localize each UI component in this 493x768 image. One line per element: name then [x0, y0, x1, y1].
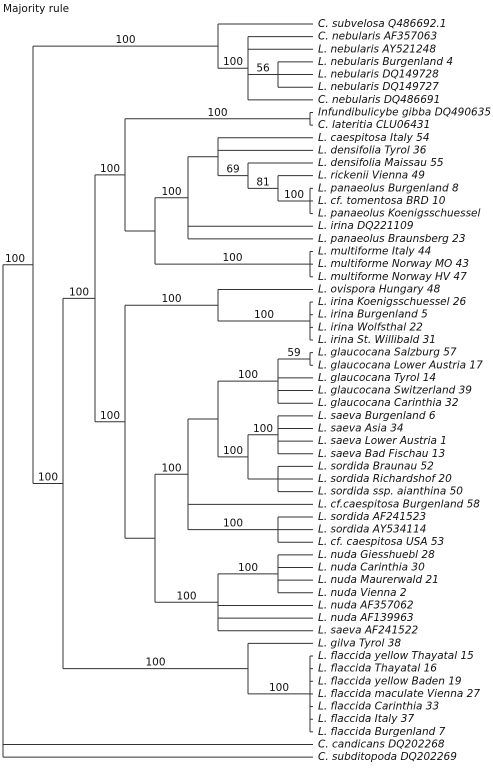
taxon-label: L. ovispora Hungary 48 [318, 283, 441, 295]
support-value: 100 [222, 252, 242, 264]
taxon-label: L. flaccida yellow Baden 19 [318, 675, 462, 687]
taxon-label: L. saeva Bad Fischau 13 [318, 448, 445, 460]
taxon-label: L. flaccida Italy 37 [318, 713, 414, 725]
taxon-label: L. sordida Braunau 52 [318, 460, 434, 472]
support-value: 100 [161, 293, 181, 305]
taxon-label: L. panaeolus Burgenland 8 [318, 182, 459, 194]
taxon-label: L. nuda AF139963 [318, 612, 414, 624]
taxon-label: L. flaccida Burgenland 7 [318, 726, 446, 738]
taxon-label: L. nuda Giesshuebl 28 [318, 549, 435, 561]
taxon-label: L. flaccida Carinthia 33 [318, 701, 439, 713]
taxon-label: L. irina St. Willibald 31 [318, 334, 436, 346]
taxon-label: L. nebularis DQ149727 [318, 81, 439, 93]
taxon-label: L. caespitosa Italy 54 [318, 132, 430, 144]
support-value: 56 [256, 63, 270, 75]
support-value: 100 [5, 253, 25, 265]
taxon-label: L. cf. caespitosa USA 53 [318, 536, 444, 548]
support-value: 100 [253, 423, 273, 435]
taxon-label: L. flaccida maculate Vienna 27 [318, 688, 480, 700]
taxon-label: L. irina DQ221109 [318, 220, 414, 232]
support-value: 100 [223, 518, 243, 530]
taxon-label: L. sordida Richardshof 20 [318, 473, 452, 485]
taxon-label: L. sordida AF241523 [318, 511, 426, 523]
support-value: 100 [115, 34, 135, 46]
support-value: 100 [254, 309, 274, 321]
taxon-label: L. multiforme Norway MO 43 [318, 258, 469, 270]
taxon-label: L. cf.caespitosa Burgenland 58 [318, 498, 480, 510]
taxon-label: L. irina Burgenland 5 [318, 309, 428, 321]
taxon-label: C. subvelosa Q486692.1 [318, 18, 446, 30]
support-value: 81 [256, 176, 269, 188]
taxon-label: C. lateritia CLU06431 [318, 119, 430, 131]
support-value: 100 [38, 471, 58, 483]
taxon-label: L. nuda Maurerwald 21 [318, 574, 439, 586]
support-value: 100 [161, 462, 181, 474]
taxon-label: C. subditopoda DQ202269 [318, 751, 457, 763]
support-value: 59 [287, 347, 300, 359]
support-value: 100 [207, 107, 227, 119]
taxon-label: L. panaeolus Braunsberg 23 [318, 233, 466, 245]
taxon-label: L. nebularis Burgenland 4 [318, 56, 453, 68]
taxon-label: L. nuda Carinthia 30 [318, 562, 425, 574]
taxon-label: C. nebularis AF357063 [318, 31, 437, 43]
taxon-label: L. nebularis DQ149728 [318, 69, 439, 81]
taxon-label: L. saeva Burgenland 6 [318, 410, 436, 422]
taxon-label: L. nuda Vienna 2 [318, 587, 407, 599]
taxon-label: L. saeva Asia 34 [318, 422, 404, 434]
title: Majority rule [3, 3, 69, 15]
support-value: 100 [284, 189, 304, 201]
taxon-label: L. irina Wolfsthal 22 [318, 321, 423, 333]
support-value: 100 [223, 56, 243, 68]
taxon-label: L. sordida AY534114 [318, 524, 426, 536]
support-value: 100 [176, 590, 196, 602]
taxon-label: C. candicans DQ202268 [318, 738, 445, 750]
support-value: 100 [100, 410, 120, 422]
support-value: 100 [69, 286, 89, 298]
taxon-label: C. nebularis DQ486691 [318, 94, 440, 106]
taxon-label: L. panaeolus Koenigsschuessel [318, 208, 480, 220]
taxon-label: L. saeva Lower Austria 1 [318, 435, 447, 447]
taxon-label: L. glaucocana Switzerland 39 [318, 385, 472, 397]
taxon-label: Infundibulicybe gibba DQ490635 [318, 106, 491, 118]
taxon-label: L. nuda AF357062 [318, 599, 414, 611]
taxon-label: L. rickenii Vienna 49 [318, 170, 425, 182]
taxon-label: L. saeva AF241522 [318, 625, 419, 637]
support-value: 69 [226, 164, 239, 176]
taxon-label: L. cf. tomentosa BRD 10 [318, 195, 446, 207]
taxon-label: L. flaccida yellow Thayatal 15 [318, 650, 474, 662]
taxon-label: L. multiforme Italy 44 [318, 246, 431, 258]
taxon-label: L. sordida ssp. aianthina 50 [318, 486, 463, 498]
support-value: 100 [100, 163, 120, 175]
support-value: 100 [238, 369, 258, 381]
taxon-label: L. nebularis AY521248 [318, 43, 436, 55]
taxon-label: L. flaccida Thayatal 16 [318, 663, 437, 675]
support-value: 100 [238, 562, 258, 574]
taxon-label: L. densifolia Tyrol 36 [318, 144, 427, 156]
support-value: 100 [161, 186, 181, 198]
taxon-label: L. glaucocana Tyrol 14 [318, 372, 436, 384]
taxon-label: L. glaucocana Salzburg 57 [318, 347, 457, 359]
taxon-label: L. multiforme Norway HV 47 [318, 271, 467, 283]
support-value: 100 [269, 682, 289, 694]
support-value: 100 [223, 445, 243, 457]
taxon-label: L. glaucocana Lower Austria 17 [318, 359, 483, 371]
support-value: 100 [145, 657, 165, 669]
taxon-label: L. densifolia Maissau 55 [318, 157, 444, 169]
taxon-label: L. glaucocana Carinthia 32 [318, 397, 459, 409]
taxon-label: L. gilva Tyrol 38 [318, 637, 401, 649]
taxon-label: L. irina Koenigsschuessel 26 [318, 296, 467, 308]
